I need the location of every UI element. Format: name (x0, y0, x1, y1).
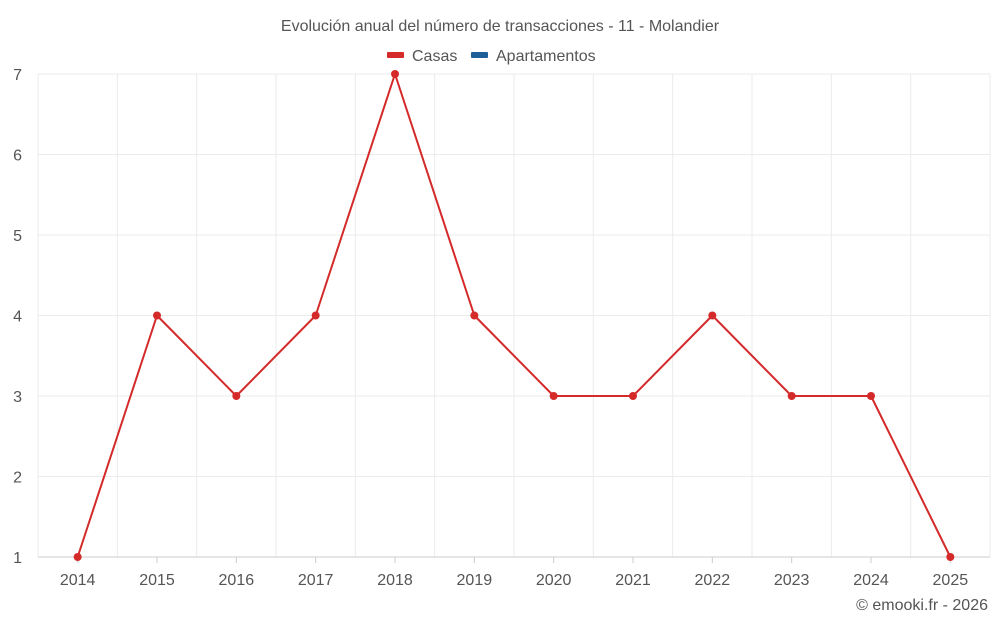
grid (37, 73, 991, 557)
data-point (232, 392, 241, 400)
y-tick-label: 3 (13, 389, 22, 406)
credit-text: © emooki.fr - 2026 (856, 597, 988, 614)
data-point (946, 553, 955, 561)
x-tick-label: 2018 (377, 572, 413, 589)
data-point (867, 392, 875, 400)
series-line-casas (76, 73, 952, 558)
x-tick-label: 2020 (536, 572, 572, 589)
x-tick-label: 2017 (298, 572, 334, 589)
legend-label-1: Casas (412, 48, 457, 65)
x-tick-label: 2024 (853, 572, 889, 589)
data-point (470, 311, 479, 320)
x-tick-label: 2019 (457, 572, 493, 589)
y-tick-label: 5 (13, 228, 22, 245)
x-tick-label: 2015 (139, 572, 175, 589)
data-point (629, 392, 637, 400)
x-tick-label: 2023 (774, 572, 810, 589)
legend-swatch-2 (471, 52, 488, 58)
x-tick-label: 2014 (60, 572, 96, 589)
chart-title: Evolución anual del número de transaccio… (281, 18, 720, 35)
data-point (787, 392, 796, 400)
legend: Casas Apartamentos (387, 48, 596, 65)
data-point (391, 70, 399, 78)
legend-swatch-1 (387, 52, 404, 58)
data-point (153, 311, 161, 320)
x-tick-label: 2016 (219, 572, 255, 589)
data-point (549, 392, 558, 400)
legend-label-2: Apartamentos (496, 48, 596, 65)
x-tick-label: 2021 (615, 572, 651, 589)
x-tick-label: 2022 (695, 572, 731, 589)
y-tick-label: 1 (13, 550, 22, 567)
data-point (73, 553, 82, 561)
y-tick-label: 2 (13, 470, 22, 487)
y-tick-label: 7 (13, 67, 22, 84)
data-point (708, 311, 717, 320)
y-axis: 1 2 3 4 5 6 7 (13, 67, 22, 567)
data-point (311, 311, 320, 320)
y-tick-label: 4 (13, 309, 22, 326)
x-tick-label: 2025 (933, 572, 969, 589)
series-layer (73, 70, 955, 561)
x-axis: 2014 2015 2016 2017 2018 2019 2020 2021 2022 2023… (38, 556, 990, 589)
y-tick-label: 6 (13, 148, 22, 165)
